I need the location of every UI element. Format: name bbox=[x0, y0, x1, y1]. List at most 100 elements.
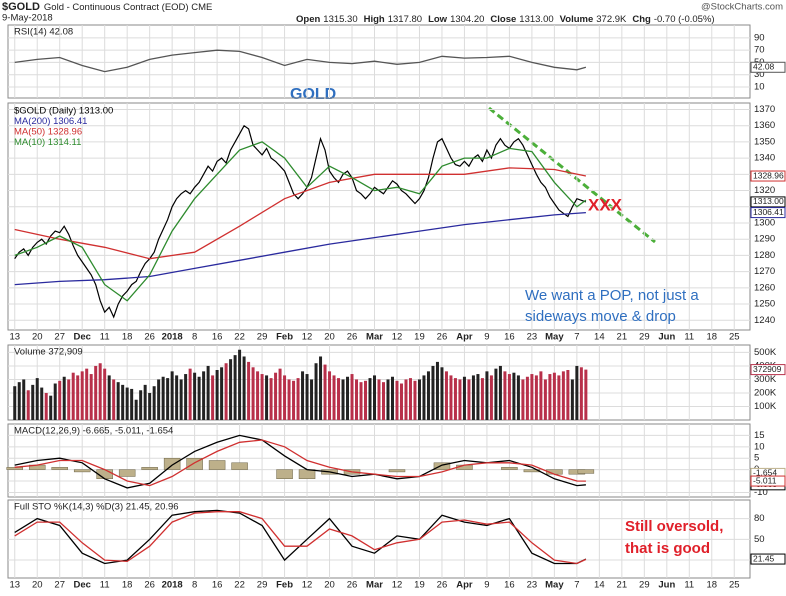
bar bbox=[373, 375, 377, 420]
x-tick-label: 13 bbox=[9, 580, 20, 591]
x-tick-label: Dec bbox=[73, 580, 90, 591]
bar bbox=[202, 371, 206, 420]
bar bbox=[323, 364, 327, 420]
bar bbox=[283, 375, 287, 420]
bar bbox=[368, 378, 372, 420]
x-tick-label: 26 bbox=[437, 580, 448, 591]
bar bbox=[80, 371, 84, 420]
y-tick-label: 1350 bbox=[754, 136, 775, 147]
series-line bbox=[14, 167, 587, 260]
x-tick-label: 26 bbox=[144, 332, 155, 343]
x-tick-label: 12 bbox=[392, 580, 403, 591]
last-value-label: 1306.41 bbox=[753, 207, 784, 217]
bar bbox=[516, 375, 520, 420]
bar bbox=[453, 378, 457, 420]
bar bbox=[94, 365, 98, 420]
y-tick-label: 500K bbox=[754, 347, 777, 358]
bar bbox=[58, 380, 62, 420]
bar bbox=[512, 372, 516, 420]
bar bbox=[170, 371, 174, 420]
last-value-box bbox=[750, 364, 786, 376]
last-value-box bbox=[750, 196, 786, 208]
x-tick-label: Apr bbox=[456, 580, 473, 591]
y-tick-label: 300K bbox=[754, 374, 777, 385]
panel-title: RSI(14) 42.08 bbox=[14, 27, 73, 38]
bar bbox=[440, 367, 444, 420]
bar bbox=[350, 374, 354, 420]
bar bbox=[163, 457, 181, 470]
bar bbox=[292, 380, 296, 420]
bar bbox=[125, 387, 129, 420]
annotation: that is good bbox=[625, 540, 710, 557]
bar bbox=[231, 462, 248, 470]
bar bbox=[359, 382, 363, 420]
annotation: sideways move & drop bbox=[525, 308, 676, 325]
bar bbox=[17, 382, 21, 420]
x-tick-label: 20 bbox=[32, 580, 43, 591]
x-tick-label: 19 bbox=[414, 332, 425, 343]
x-tick-label: 13 bbox=[9, 332, 20, 343]
bar bbox=[220, 367, 224, 420]
bar bbox=[188, 368, 192, 420]
x-tick-label: 11 bbox=[684, 332, 694, 343]
bar bbox=[233, 355, 237, 420]
y-tick-label: 70 bbox=[754, 45, 765, 56]
bar bbox=[543, 379, 547, 420]
y-tick-label: 1270 bbox=[754, 266, 775, 277]
bar bbox=[417, 379, 421, 420]
annotation: We want a POP, not just a bbox=[525, 287, 699, 304]
x-tick-label: 18 bbox=[122, 332, 133, 343]
last-value-label: 21.45 bbox=[753, 553, 775, 563]
bar bbox=[341, 379, 345, 420]
bar bbox=[548, 374, 552, 420]
quote-value: 1317.80 bbox=[388, 14, 422, 25]
bar bbox=[575, 365, 579, 420]
x-tick-label: Mar bbox=[366, 332, 383, 343]
legend-entry: $GOLD (Daily) 1313.00 bbox=[14, 106, 113, 117]
bar bbox=[485, 371, 489, 420]
x-tick-label: 18 bbox=[706, 580, 717, 591]
bar bbox=[107, 375, 111, 420]
bar bbox=[134, 399, 138, 420]
x-tick-label: 14 bbox=[594, 580, 605, 591]
bar bbox=[337, 378, 341, 420]
bar bbox=[193, 372, 197, 420]
x-tick-label: 27 bbox=[54, 580, 65, 591]
annotation: Still oversold, bbox=[625, 518, 723, 535]
bar bbox=[35, 378, 39, 420]
bar bbox=[435, 361, 439, 420]
bar bbox=[530, 374, 534, 420]
y-tick-label: 1340 bbox=[754, 153, 775, 164]
bar bbox=[130, 388, 134, 420]
x-tick-label: 2018 bbox=[162, 332, 183, 343]
bar bbox=[476, 374, 480, 420]
panel-title: Full STO %K(14,3) %D(3) 21.45, 20.96 bbox=[14, 502, 179, 513]
panel-title: MACD(12,26,9) -6.665, -5.011, -1.654 bbox=[14, 426, 173, 437]
x-tick-label: 25 bbox=[729, 580, 740, 591]
y-tick-label: 10 bbox=[754, 81, 765, 92]
symbol: $GOLD bbox=[2, 1, 40, 13]
bar bbox=[143, 384, 147, 420]
bar bbox=[98, 363, 102, 420]
series-line bbox=[14, 509, 587, 565]
x-tick-label: Feb bbox=[276, 580, 293, 591]
x-tick-label: 11 bbox=[684, 580, 694, 591]
bar bbox=[118, 469, 136, 477]
x-tick-label: 14 bbox=[594, 332, 605, 343]
bar bbox=[566, 370, 570, 420]
bar bbox=[287, 379, 291, 420]
bar bbox=[208, 460, 226, 470]
x-tick-label: 23 bbox=[527, 580, 538, 591]
x-tick-label: 25 bbox=[729, 332, 740, 343]
bar bbox=[404, 379, 408, 420]
quote-label: Volume bbox=[560, 14, 594, 25]
x-tick-label: 26 bbox=[144, 580, 155, 591]
x-tick-label: 20 bbox=[324, 580, 335, 591]
last-value-label: 372909 bbox=[753, 364, 782, 374]
bar bbox=[157, 379, 161, 420]
y-tick-label: 1290 bbox=[754, 234, 775, 245]
last-value-label: 1328.96 bbox=[753, 170, 784, 180]
annotation: XXX bbox=[588, 195, 623, 214]
x-tick-label: 26 bbox=[437, 332, 448, 343]
